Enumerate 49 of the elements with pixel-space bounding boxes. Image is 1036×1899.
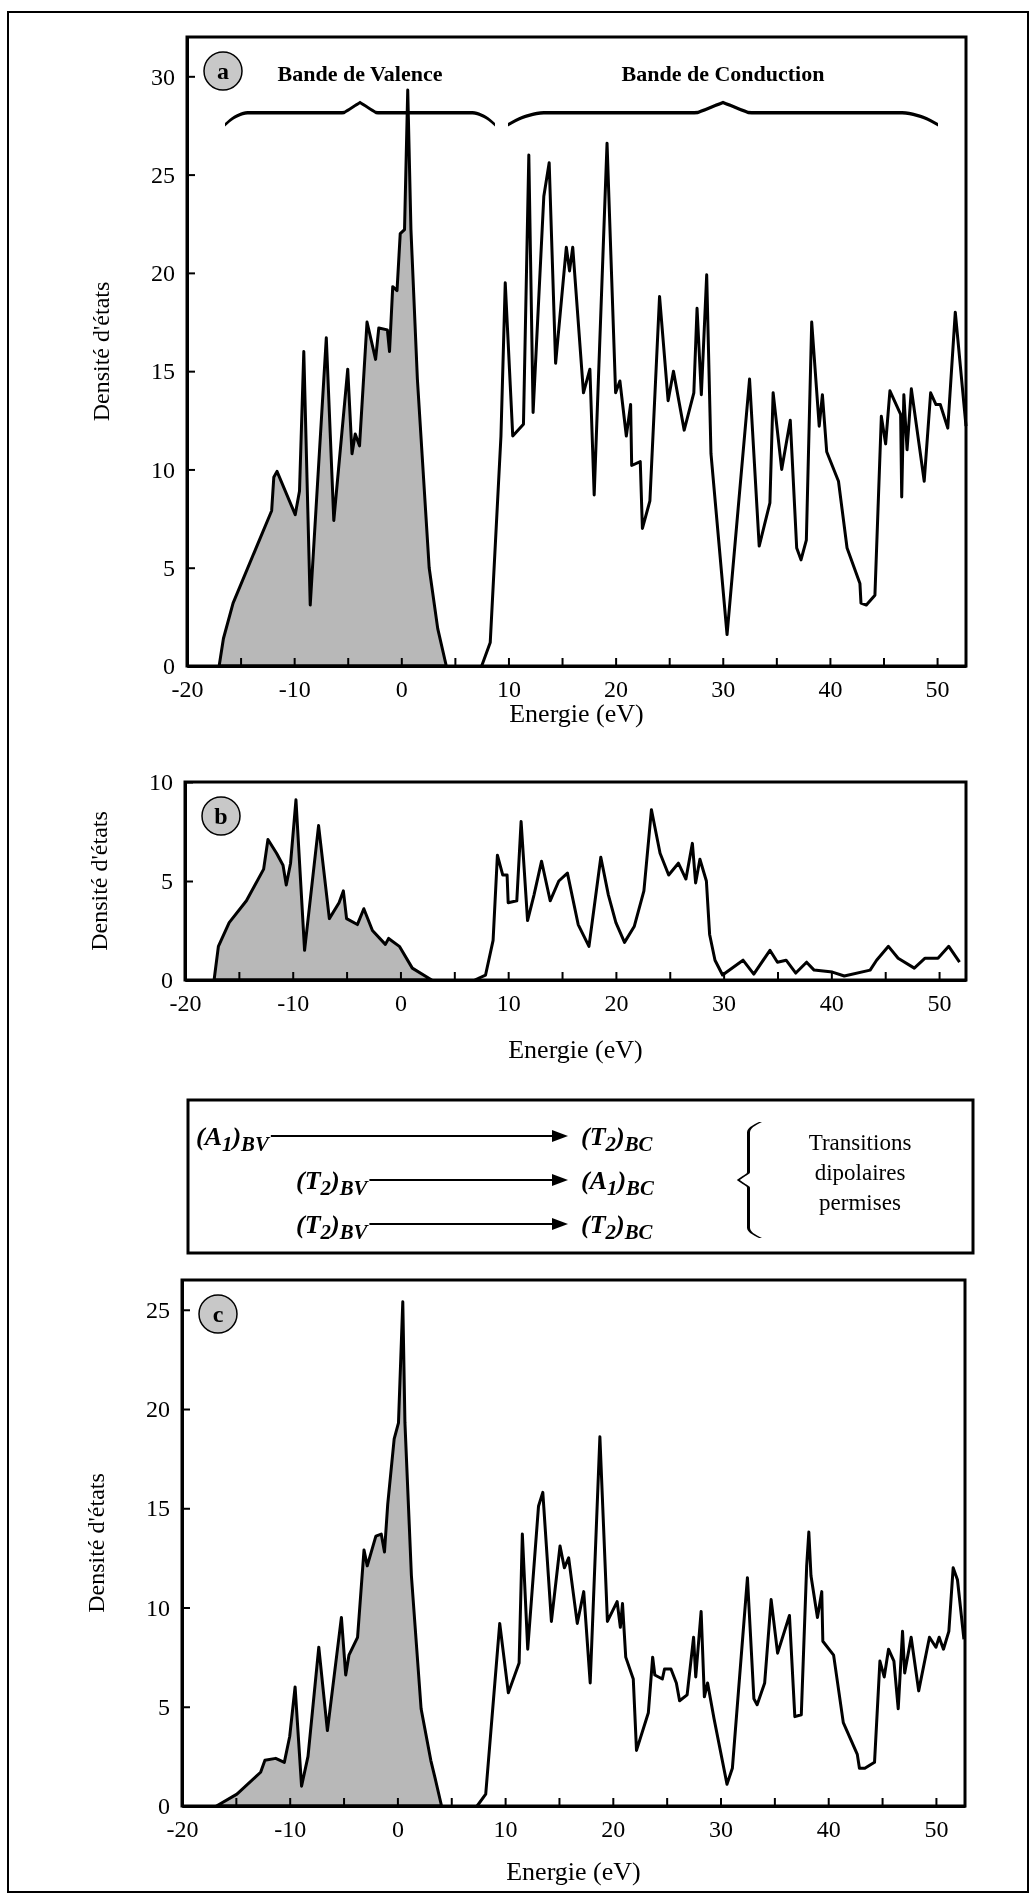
y-tick-label: 10 <box>151 456 175 483</box>
text: Transitions dipolaires permises <box>808 1130 912 1215</box>
text: (A$_{1}$)$_{BC}$ <box>581 1166 655 1200</box>
y-tick-label: 5 <box>163 554 175 581</box>
x-axis-title: Energie (eV) <box>508 1035 643 1064</box>
text: (A$_{1}$)$_{BV}$ <box>196 1122 271 1156</box>
x-tick-label: 10 <box>493 1816 518 1843</box>
y-axis-title: Densité d'états <box>86 811 112 951</box>
y-tick-label: 25 <box>146 1296 170 1323</box>
text: (T$_{2}$)$_{BC}$ <box>581 1210 654 1244</box>
y-tick-label: 20 <box>151 260 175 287</box>
x-tick-label: 0 <box>394 990 407 1017</box>
x-tick-label: 20 <box>601 1816 626 1843</box>
x-tick-label: -10 <box>274 1816 307 1843</box>
text: a <box>217 58 229 84</box>
y-tick-label: 20 <box>146 1396 170 1423</box>
y-tick-label: 10 <box>146 1594 170 1621</box>
y-axis-title: Densité d'états <box>88 281 114 422</box>
x-tick-label: 10 <box>496 990 521 1017</box>
annotation: Bande de Valence <box>277 61 443 86</box>
text: b <box>214 803 228 829</box>
x-tick-label: 40 <box>816 1816 841 1843</box>
x-tick-label: -10 <box>277 990 310 1017</box>
text: (T$_{2}$)$_{BV}$ <box>296 1166 370 1200</box>
x-tick-label: -10 <box>278 676 311 703</box>
x-tick-label: 50 <box>924 1816 949 1843</box>
x-tick-label: 30 <box>712 990 737 1017</box>
x-tick-label: 30 <box>709 1816 734 1843</box>
x-tick-label: 0 <box>395 676 408 703</box>
y-axis-title: Densité d'états <box>83 1473 109 1613</box>
y-tick-label: 5 <box>158 1693 170 1720</box>
x-tick-label: 40 <box>818 676 843 703</box>
y-tick-label: 25 <box>151 161 175 188</box>
y-tick-label: 15 <box>146 1495 170 1522</box>
annotation: Bande de Conduction <box>621 61 825 86</box>
text: c <box>212 1301 224 1327</box>
x-axis-title: Energie (eV) <box>506 1857 641 1886</box>
text: (T$_{2}$)$_{BC}$ <box>581 1122 654 1156</box>
y-tick-label: 30 <box>151 63 175 90</box>
x-tick-label: 40 <box>819 990 844 1017</box>
x-tick-label: 0 <box>391 1816 404 1843</box>
y-tick-label: 15 <box>151 358 175 385</box>
x-tick-label: 20 <box>604 990 629 1017</box>
x-tick-label: 30 <box>711 676 736 703</box>
text: (T$_{2}$)$_{BV}$ <box>296 1210 370 1244</box>
y-tick-label: 5 <box>161 868 173 895</box>
y-tick-label: 10 <box>149 769 173 796</box>
x-tick-label: 50 <box>925 676 950 703</box>
x-tick-label: 50 <box>927 990 952 1017</box>
